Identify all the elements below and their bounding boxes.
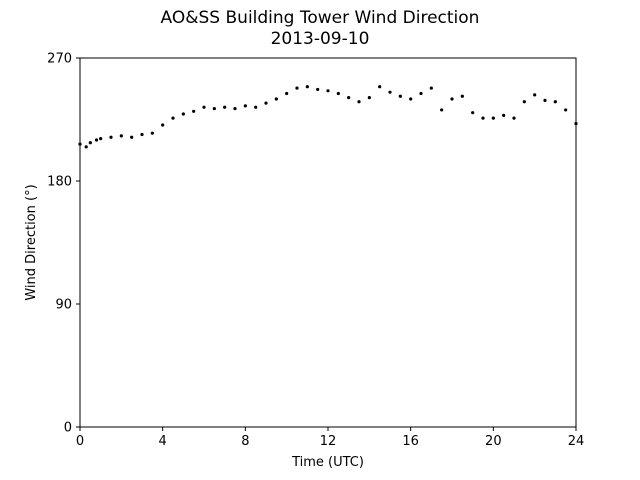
x-tick-label: 20 — [485, 434, 502, 449]
data-point — [471, 111, 475, 115]
data-point — [233, 106, 237, 111]
x-tick-label: 8 — [241, 434, 249, 449]
data-point — [150, 131, 154, 135]
data-point — [119, 134, 123, 138]
data-point — [243, 104, 247, 108]
data-point — [274, 97, 278, 101]
data-point — [295, 86, 299, 90]
data-point — [264, 101, 268, 105]
chart-title: AO&SS Building Tower Wind Direction — [160, 8, 480, 28]
data-point — [553, 100, 557, 104]
x-tick-label: 0 — [76, 434, 84, 449]
data-point — [84, 145, 88, 149]
data-point — [522, 100, 526, 104]
data-point — [316, 87, 320, 92]
data-point — [367, 96, 371, 100]
y-tick-label: 0 — [64, 421, 72, 436]
data-point — [202, 105, 206, 109]
data-point — [502, 113, 506, 117]
data-point — [212, 106, 216, 111]
data-point — [429, 86, 433, 90]
data-point — [223, 105, 227, 109]
data-point — [460, 94, 464, 98]
scatter-points — [78, 85, 578, 149]
data-point — [140, 132, 144, 137]
data-point — [347, 96, 351, 100]
data-point — [326, 89, 330, 93]
data-point — [450, 97, 454, 101]
data-point — [254, 105, 258, 109]
y-tick-label: 270 — [47, 52, 72, 67]
data-point — [419, 91, 423, 96]
x-tick-label: 16 — [402, 434, 419, 449]
data-point — [109, 135, 113, 139]
data-point — [440, 108, 444, 112]
x-tick-label: 24 — [568, 434, 585, 449]
data-point — [533, 93, 537, 97]
data-point — [94, 138, 99, 142]
data-point — [192, 109, 196, 113]
data-point — [398, 94, 402, 98]
data-point — [378, 85, 382, 89]
data-point — [161, 123, 165, 127]
data-point — [305, 85, 309, 89]
data-point — [543, 98, 547, 102]
data-point — [99, 137, 103, 141]
data-point — [481, 116, 485, 120]
data-point — [409, 97, 413, 101]
data-point — [564, 108, 568, 112]
data-point — [171, 116, 175, 120]
data-point — [181, 112, 185, 116]
chart-subtitle: 2013-09-10 — [270, 29, 370, 49]
data-point — [491, 116, 495, 120]
x-tick-label: 4 — [159, 434, 167, 449]
data-point — [388, 90, 392, 94]
data-point — [336, 91, 340, 96]
y-axis-label: Wind Direction (°) — [24, 184, 39, 300]
data-point — [130, 135, 134, 139]
x-axis-label: Time (UTC) — [291, 455, 364, 470]
data-point — [88, 141, 92, 145]
data-point — [512, 116, 516, 120]
x-axis: 0 4 8 12 16 20 24 — [76, 427, 584, 449]
axes-frame — [79, 57, 577, 428]
data-point — [285, 91, 289, 96]
y-axis: 0 90 180 270 — [47, 52, 80, 436]
data-point — [357, 100, 361, 104]
y-tick-label: 180 — [47, 175, 72, 190]
x-tick-label: 12 — [320, 434, 337, 449]
y-tick-label: 90 — [55, 298, 72, 313]
